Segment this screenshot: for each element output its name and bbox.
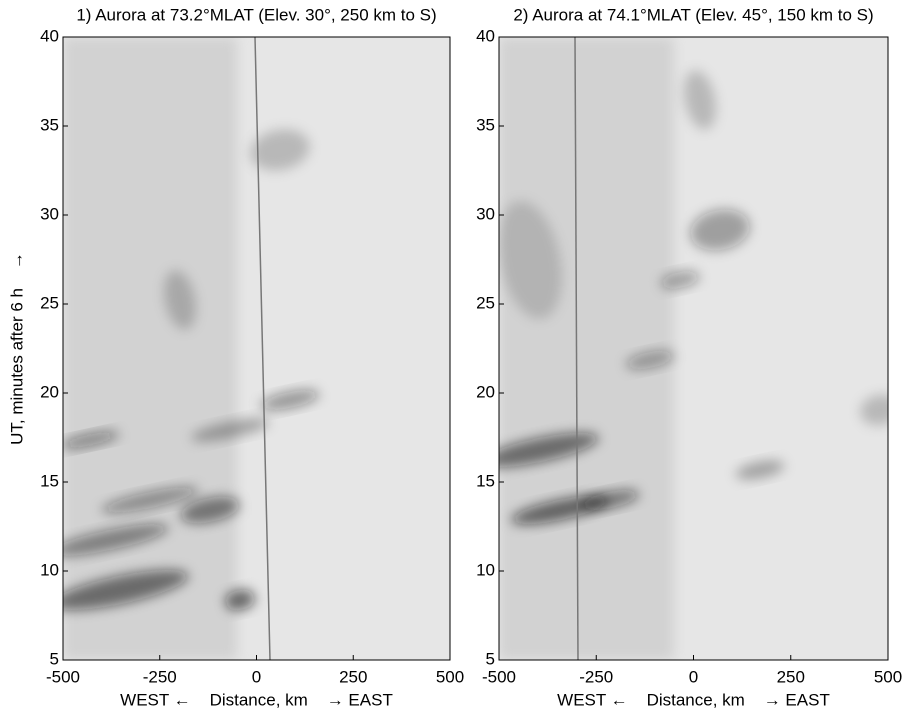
chart-title: 1) Aurora at 73.2°MLAT (Elev. 30°, 250 k… <box>76 5 436 24</box>
image-feature <box>499 200 562 320</box>
image-feature <box>735 460 785 480</box>
image-area <box>63 37 450 660</box>
image-feature <box>190 418 270 442</box>
y-tick-label: 25 <box>40 293 59 312</box>
image-feature <box>660 271 700 289</box>
image-feature <box>684 70 716 130</box>
image-feature <box>63 570 189 610</box>
image-feature <box>101 486 199 514</box>
y-tick-label: 20 <box>476 382 495 401</box>
y-tick-label: 25 <box>476 293 495 312</box>
y-tick-label: 5 <box>50 649 59 668</box>
image-feature <box>690 209 750 251</box>
image-feature <box>164 270 196 330</box>
y-tick-label: 35 <box>476 115 495 134</box>
image-feature <box>225 589 255 611</box>
image-feature <box>63 524 169 556</box>
image-feature <box>260 389 320 411</box>
y-tick-label: 5 <box>486 649 495 668</box>
x-tick-label: -250 <box>143 667 177 686</box>
y-tick-label: 30 <box>476 204 495 223</box>
x-tick-label: 500 <box>436 667 464 686</box>
x-tick-label: -500 <box>482 667 516 686</box>
y-tick-label: 15 <box>476 471 495 490</box>
x-tick-label: 250 <box>339 667 367 686</box>
y-tick-label: 15 <box>40 471 59 490</box>
y-tick-label: 20 <box>40 382 59 401</box>
image-feature <box>625 350 675 370</box>
x-tick-label: -500 <box>46 667 80 686</box>
image-streak <box>574 37 579 660</box>
y-tick-label: 35 <box>40 115 59 134</box>
image-feature <box>63 431 120 449</box>
x-tick-label: 0 <box>689 667 698 686</box>
x-tick-label: 250 <box>777 667 805 686</box>
x-axis-label: WEST ← Distance, km → EAST <box>120 690 393 709</box>
y-tick-label: 40 <box>40 26 59 45</box>
image-feature <box>180 496 240 524</box>
image-feature <box>499 432 599 468</box>
image-feature <box>250 129 310 171</box>
y-axis-label: UT, minutes after 6 h → <box>7 252 26 445</box>
y-tick-label: 40 <box>476 26 495 45</box>
x-tick-label: -250 <box>579 667 613 686</box>
x-tick-label: 0 <box>252 667 261 686</box>
image-streak <box>254 37 271 660</box>
y-tick-label: 10 <box>476 560 495 579</box>
image-shade <box>63 37 238 660</box>
image-feature <box>860 394 888 426</box>
y-tick-label: 10 <box>40 560 59 579</box>
image-feature <box>580 489 640 511</box>
x-tick-label: 500 <box>874 667 902 686</box>
image-shade <box>499 37 675 660</box>
image-area <box>499 37 888 660</box>
x-axis-label: WEST ← Distance, km → EAST <box>557 690 830 709</box>
chart-title: 2) Aurora at 74.1°MLAT (Elev. 45°, 150 k… <box>513 5 873 24</box>
y-tick-label: 30 <box>40 204 59 223</box>
